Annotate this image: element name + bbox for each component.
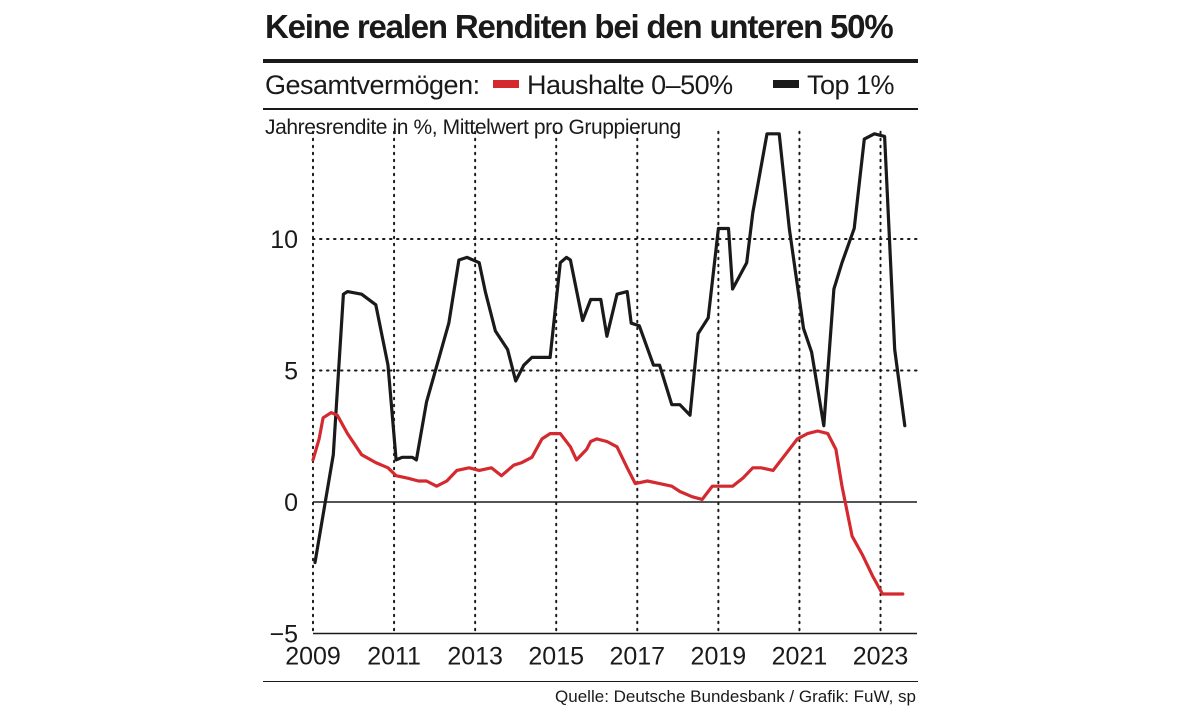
x-tick-label: 2009: [285, 643, 341, 671]
x-tick-labels: 2009 2011 2013 2015 2017 2019 2021 2023: [285, 643, 908, 671]
legend-item-label: Haushalte 0–50%: [527, 70, 733, 100]
chart-subtitle: Jahresrendite in %, Mittelwert pro Grupp…: [265, 116, 681, 139]
y-tick-label: 0: [284, 489, 298, 517]
legend-item-top1: Top 1%: [773, 70, 895, 101]
x-tick-label: 2019: [691, 643, 747, 671]
legend-item-haushalte: Haushalte 0–50%: [493, 70, 733, 101]
y-tick-labels: −5 0 5 10: [269, 226, 298, 649]
grid: [312, 130, 918, 635]
series-lines: [311, 132, 907, 596]
axes: [313, 501, 917, 635]
legend-label: Gesamtvermögen:: [265, 70, 480, 100]
y-tick-label: −5: [269, 621, 298, 649]
legend-item-label: Top 1%: [807, 70, 895, 100]
y-tick-label: 5: [284, 358, 298, 386]
title-rule: [263, 59, 918, 63]
x-tick-label: 2011: [367, 643, 421, 671]
x-tick-label: 2023: [853, 643, 909, 671]
footer-rule: [263, 681, 918, 682]
x-tick-label: 2021: [772, 643, 828, 671]
legend-swatch-haushalte: [493, 79, 519, 88]
series-line-haushalte: [311, 411, 905, 596]
y-tick-label: 10: [270, 226, 298, 254]
chart-title: Keine realen Renditen bei den unteren 50…: [265, 8, 894, 45]
x-tick-label: 2017: [609, 643, 665, 671]
x-tick-label: 2015: [528, 643, 584, 671]
source-note: Quelle: Deutsche Bundesbank / Grafik: Fu…: [555, 687, 916, 706]
x-tick-label: 2013: [447, 643, 503, 671]
legend-swatch-top1: [773, 79, 799, 88]
legend-rule: [263, 108, 918, 110]
series-line-top1: [313, 132, 907, 565]
legend: Gesamtvermögen: Haushalte 0–50% Top 1%: [265, 70, 920, 106]
